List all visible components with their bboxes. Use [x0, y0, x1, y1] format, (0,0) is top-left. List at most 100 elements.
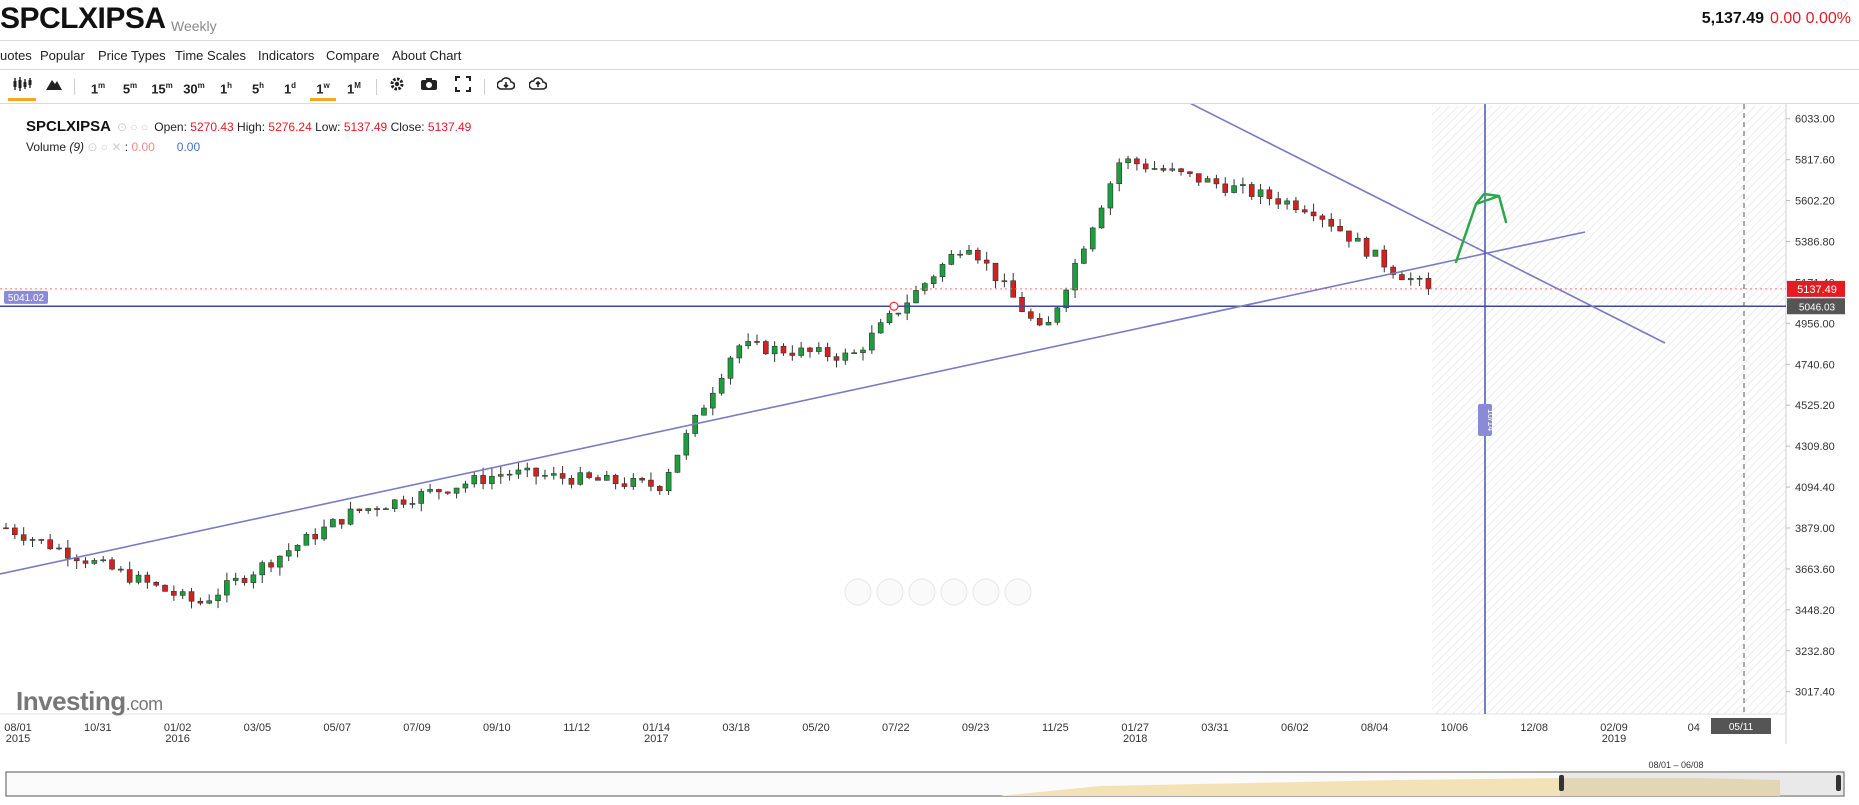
- candle-body: [718, 378, 725, 394]
- y-tick-label: 3879.00: [1795, 523, 1835, 535]
- timeframe-5h[interactable]: 5h: [251, 81, 265, 97]
- upload-icon[interactable]: [526, 76, 550, 98]
- x-tick-label: 07/22: [882, 722, 910, 734]
- timeframe-1h[interactable]: 1h: [219, 81, 233, 97]
- candle-body: [100, 559, 106, 562]
- candle-body: [1390, 266, 1396, 275]
- candle-body: [171, 591, 177, 596]
- timeframe-1m[interactable]: 1m: [90, 81, 106, 97]
- candlestick-icon[interactable]: [8, 76, 36, 101]
- candle-body: [948, 254, 955, 265]
- candle-body: [330, 519, 336, 528]
- candle-body: [1142, 163, 1149, 170]
- candle-body: [1399, 274, 1405, 281]
- candle-body: [1231, 185, 1237, 193]
- candle-body: [453, 487, 460, 494]
- candle-body: [1054, 307, 1061, 323]
- legend-close: 5137.49: [427, 120, 472, 134]
- y-tick-label: 6033.00: [1795, 114, 1835, 126]
- candle-body: [250, 574, 257, 583]
- candle-body: [674, 454, 681, 473]
- timeframe-1M[interactable]: 1M: [347, 81, 361, 97]
- x-tick-label: 03/18: [722, 722, 750, 734]
- x-tick-year: 2019: [1602, 733, 1626, 745]
- menu-compare[interactable]: Compare: [326, 48, 380, 63]
- candle-body: [860, 349, 866, 353]
- last-price: 5,137.49: [1701, 10, 1765, 27]
- menu-price-types[interactable]: Price Types: [98, 48, 166, 63]
- toolbar: 1m 5m 15m 30m 1h 5h 1d 1w 1M: [0, 70, 1859, 104]
- candle-body: [648, 479, 654, 487]
- timeframe-1w[interactable]: 1w: [310, 76, 336, 101]
- candle-body: [559, 473, 566, 479]
- candle-body: [550, 473, 557, 476]
- candle-body: [400, 499, 407, 505]
- timeframe-30m[interactable]: 30m: [183, 81, 205, 97]
- candle-body: [771, 345, 778, 355]
- candle-body: [179, 591, 186, 596]
- menu-quotes[interactable]: uotes: [0, 48, 32, 63]
- timeframe-5m[interactable]: 5m: [122, 81, 138, 97]
- y-tick-label: 4309.80: [1795, 441, 1835, 453]
- candle-body: [957, 253, 963, 256]
- candle-body: [1240, 184, 1246, 187]
- candle-body: [904, 302, 910, 314]
- candle-body: [1178, 168, 1184, 173]
- download-icon[interactable]: [494, 76, 518, 98]
- candle-body: [877, 322, 884, 334]
- candle-body: [639, 478, 645, 481]
- menu-about-chart[interactable]: About Chart: [392, 48, 462, 63]
- candle-body: [1116, 162, 1123, 185]
- candle-body: [1416, 277, 1423, 280]
- x-tick-label: 08/04: [1361, 722, 1389, 734]
- candle-body: [480, 475, 486, 484]
- anchor-point: [889, 301, 899, 311]
- candle-body: [1160, 168, 1167, 171]
- candle-body: [621, 483, 628, 487]
- timeframe-1d[interactable]: 1d: [283, 81, 297, 97]
- candle-body: [542, 475, 548, 477]
- candle-body: [462, 483, 469, 489]
- chart-area[interactable]: 6033.005817.605602.205386.805171.404956.…: [0, 104, 1859, 804]
- x-tick-label: 10/31: [84, 722, 112, 734]
- candle-body: [763, 341, 769, 355]
- x-tick-label: 01/02: [164, 722, 192, 734]
- candle-body: [1337, 225, 1343, 232]
- price-chart[interactable]: 6033.005817.605602.205386.805171.404956.…: [0, 104, 1859, 804]
- timeframe-15m[interactable]: 15m: [151, 81, 173, 97]
- y-tick-label: 4956.00: [1795, 318, 1835, 330]
- candle-body: [515, 469, 522, 475]
- menu-indicators[interactable]: Indicators: [258, 48, 315, 63]
- candle-body: [47, 539, 53, 550]
- menu-time-scales[interactable]: Time Scales: [175, 48, 247, 63]
- x-tick-year: 2018: [1123, 733, 1147, 745]
- candle-body: [91, 560, 98, 564]
- candle-body: [1204, 178, 1211, 183]
- candle-body: [3, 527, 9, 530]
- candle-body: [975, 249, 981, 261]
- menu-popular[interactable]: Popular: [40, 48, 85, 63]
- fullscreen-icon[interactable]: [452, 76, 474, 98]
- candle-body: [992, 262, 999, 282]
- gear-icon[interactable]: [386, 76, 408, 98]
- volume-options-icon[interactable]: ⊙ ○ ✕: [87, 140, 122, 154]
- candle-body: [1195, 173, 1202, 183]
- volume-value-2: 0.00: [176, 140, 201, 154]
- candle-body: [312, 534, 319, 540]
- legend-options-icon[interactable]: ⊙ ○ ○: [117, 120, 149, 134]
- x-tick-label: 10/06: [1441, 722, 1469, 734]
- candle-body: [568, 478, 575, 485]
- candle-body: [383, 508, 389, 510]
- candle-body: [206, 600, 213, 604]
- x-tick-label: 07/09: [403, 722, 431, 734]
- green-arrow: [1454, 192, 1508, 264]
- x-tick-label: 05/20: [802, 722, 830, 734]
- crosshair-price-tag: [1787, 298, 1845, 315]
- camera-icon[interactable]: [418, 76, 440, 98]
- candle-body: [754, 341, 760, 343]
- candle-body: [727, 357, 734, 379]
- y-tick-label: 4094.40: [1795, 482, 1835, 494]
- mountain-icon[interactable]: [42, 76, 66, 98]
- x-tick-label: 12/08: [1520, 722, 1548, 734]
- x-tick-label: 03/31: [1201, 722, 1229, 734]
